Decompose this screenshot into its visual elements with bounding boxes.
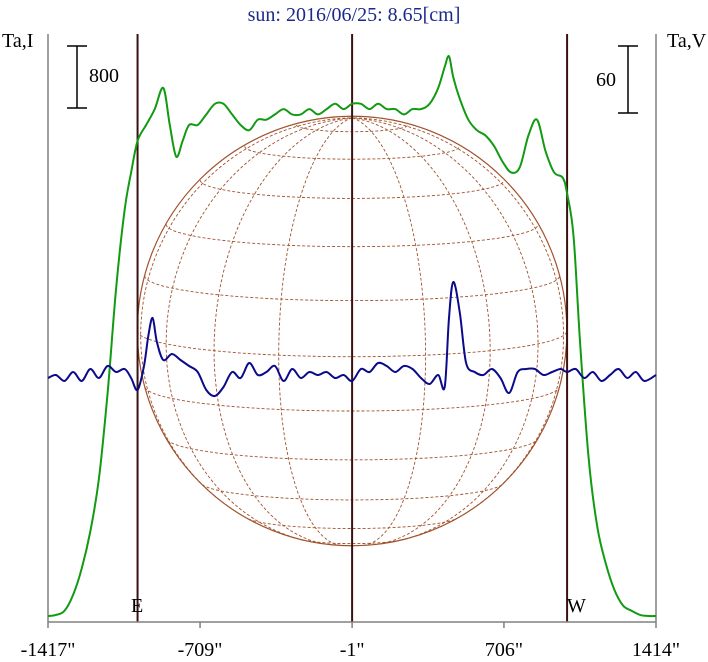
parallel-line bbox=[165, 224, 539, 248]
meridian-line bbox=[352, 117, 539, 541]
left-axis-label: Ta,I bbox=[2, 30, 34, 52]
x-tick-label: -709" bbox=[178, 639, 223, 661]
intensity-series-line bbox=[47, 55, 657, 618]
chart-title: sun: 2016/06/25: 8.65[cm] bbox=[247, 4, 461, 26]
x-tick-label: 706" bbox=[485, 639, 523, 661]
east-limb-label: E bbox=[131, 595, 143, 617]
meridian-line bbox=[140, 117, 353, 507]
parallel-line bbox=[248, 518, 456, 529]
meridian-line bbox=[351, 117, 427, 546]
meridian-line bbox=[213, 117, 353, 546]
x-tick-label: 1414" bbox=[632, 639, 680, 661]
parallel-line bbox=[244, 146, 460, 160]
limb-markers bbox=[136, 34, 569, 622]
x-tick-label: -1417" bbox=[21, 639, 76, 661]
right-scale-value: 60 bbox=[596, 69, 616, 91]
right-axis-label: Ta,V bbox=[667, 30, 707, 52]
meridian-line bbox=[352, 117, 565, 507]
meridian-line bbox=[352, 117, 491, 546]
right-scale-bar: 60 bbox=[596, 45, 638, 114]
parallel-line bbox=[302, 539, 402, 545]
data-series bbox=[47, 55, 657, 618]
polarization-series-line bbox=[47, 280, 657, 398]
x-tick-label: -1" bbox=[340, 639, 365, 661]
parallel-line bbox=[136, 330, 568, 358]
x-ticks: -1417" -709" -1" 706" 1414" bbox=[21, 622, 680, 661]
meridian-line bbox=[165, 117, 353, 541]
west-limb-label: W bbox=[567, 595, 586, 617]
left-scale-bar: 800 bbox=[67, 45, 119, 109]
meridian-line bbox=[278, 117, 353, 546]
left-scale-value: 800 bbox=[89, 65, 119, 87]
